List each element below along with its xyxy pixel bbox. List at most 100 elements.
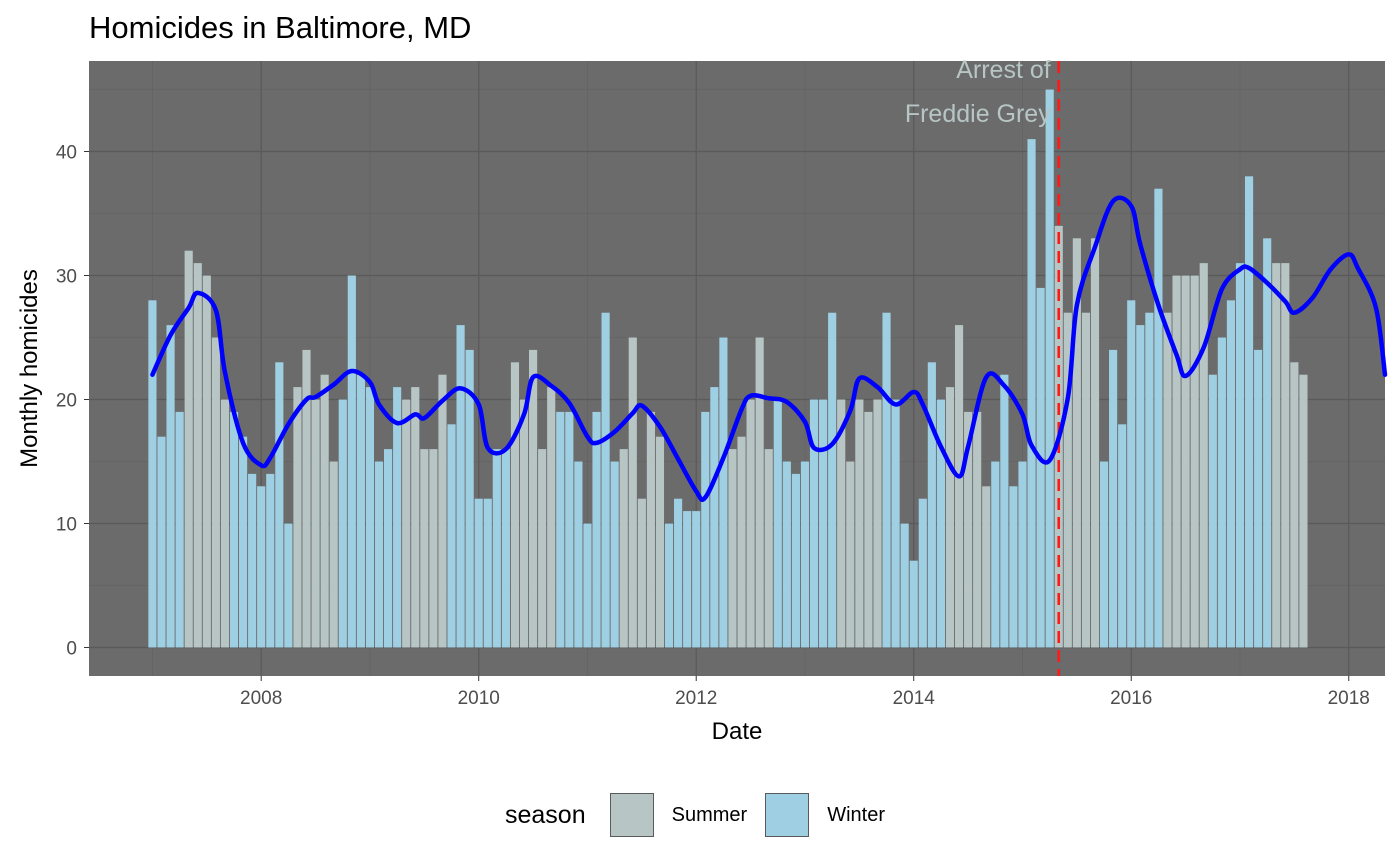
bar [356, 374, 365, 648]
bar [1009, 486, 1018, 648]
bar [1226, 300, 1236, 648]
legend-label-winter: Winter [827, 803, 885, 826]
bar [710, 387, 719, 648]
bar [166, 325, 175, 648]
y-tick-label: 20 [56, 390, 77, 411]
y-tick-label: 40 [56, 143, 77, 164]
bar [565, 411, 574, 648]
x-tick-label: 2018 [1328, 688, 1370, 709]
bar [1254, 349, 1263, 648]
bar [610, 461, 619, 648]
bar [828, 312, 837, 648]
bar [393, 387, 402, 648]
bar [692, 511, 701, 648]
bar [510, 362, 520, 648]
legend-title: season [505, 800, 586, 829]
bar [293, 387, 302, 648]
legend-key-winter [765, 793, 810, 837]
chart-plot: Arrest of Freddie Grey 0 10 20 30 40 2008 201… [16, 56, 1388, 745]
chart-title: Homicides in Baltimore, MD [89, 10, 472, 45]
bar [574, 461, 583, 648]
bar [864, 411, 873, 648]
bar [556, 411, 565, 648]
bar [936, 399, 945, 648]
bar [211, 337, 220, 648]
bar [964, 411, 973, 648]
bar [982, 486, 991, 648]
bar [338, 399, 347, 648]
bar [891, 399, 900, 648]
bar [954, 325, 964, 648]
bar [1081, 312, 1091, 648]
bar [311, 399, 320, 648]
smooth-line-layer [150, 195, 1388, 502]
bar [809, 399, 819, 648]
bar [1000, 374, 1009, 648]
bar [1118, 424, 1127, 648]
bar [220, 399, 230, 648]
bar [1136, 325, 1145, 648]
bar [737, 436, 746, 648]
bar [175, 411, 184, 648]
annotation-line-2: Freddie Grey [905, 100, 1051, 128]
bar [1208, 374, 1217, 648]
bar [1244, 176, 1254, 648]
bar [782, 461, 791, 648]
x-tick-label: 2014 [893, 688, 936, 709]
bar [909, 560, 918, 648]
bar [474, 498, 483, 648]
bar [837, 399, 846, 648]
legend-label-summer: Summer [671, 803, 748, 826]
bar [601, 312, 610, 648]
bar [420, 449, 429, 648]
bar [1163, 312, 1172, 648]
bar [674, 498, 683, 648]
bar [1199, 263, 1208, 648]
x-tick-label: 2012 [675, 688, 717, 709]
bar [257, 486, 266, 648]
bar [202, 275, 211, 648]
bar [529, 349, 538, 648]
bar [873, 399, 882, 648]
bar [501, 449, 510, 648]
bar [773, 399, 782, 648]
x-tick-label: 2010 [458, 688, 500, 709]
x-axis-title: Date [712, 718, 763, 745]
bar [275, 362, 284, 648]
bar [628, 337, 637, 648]
bar [973, 411, 982, 648]
bar [365, 387, 375, 648]
bar [746, 399, 755, 648]
bar [655, 436, 665, 648]
bar [411, 387, 420, 648]
bar [619, 449, 628, 648]
legend-key-summer [609, 793, 654, 837]
bar [1099, 461, 1109, 648]
bar [329, 461, 338, 648]
bar [447, 424, 456, 648]
bar [492, 449, 501, 648]
bar [1181, 275, 1190, 648]
bar [846, 461, 855, 648]
bar [1263, 238, 1272, 648]
smooth-line [150, 195, 1388, 502]
bar [1072, 238, 1081, 648]
bar [755, 337, 764, 648]
bar [229, 411, 239, 648]
bar [1045, 89, 1054, 648]
bar [1235, 263, 1245, 648]
bar [1018, 461, 1027, 648]
bar [148, 300, 157, 648]
bar [157, 436, 166, 648]
x-tick-label: 2008 [240, 688, 282, 709]
bar [1145, 312, 1154, 648]
bar [855, 399, 864, 648]
bar [1217, 337, 1226, 648]
bar [764, 449, 773, 648]
bar [1036, 287, 1045, 648]
bar [583, 523, 592, 648]
bar [1190, 275, 1199, 648]
bar [719, 337, 728, 648]
legend-item-winter: Winter [765, 793, 885, 837]
bar [547, 387, 556, 648]
